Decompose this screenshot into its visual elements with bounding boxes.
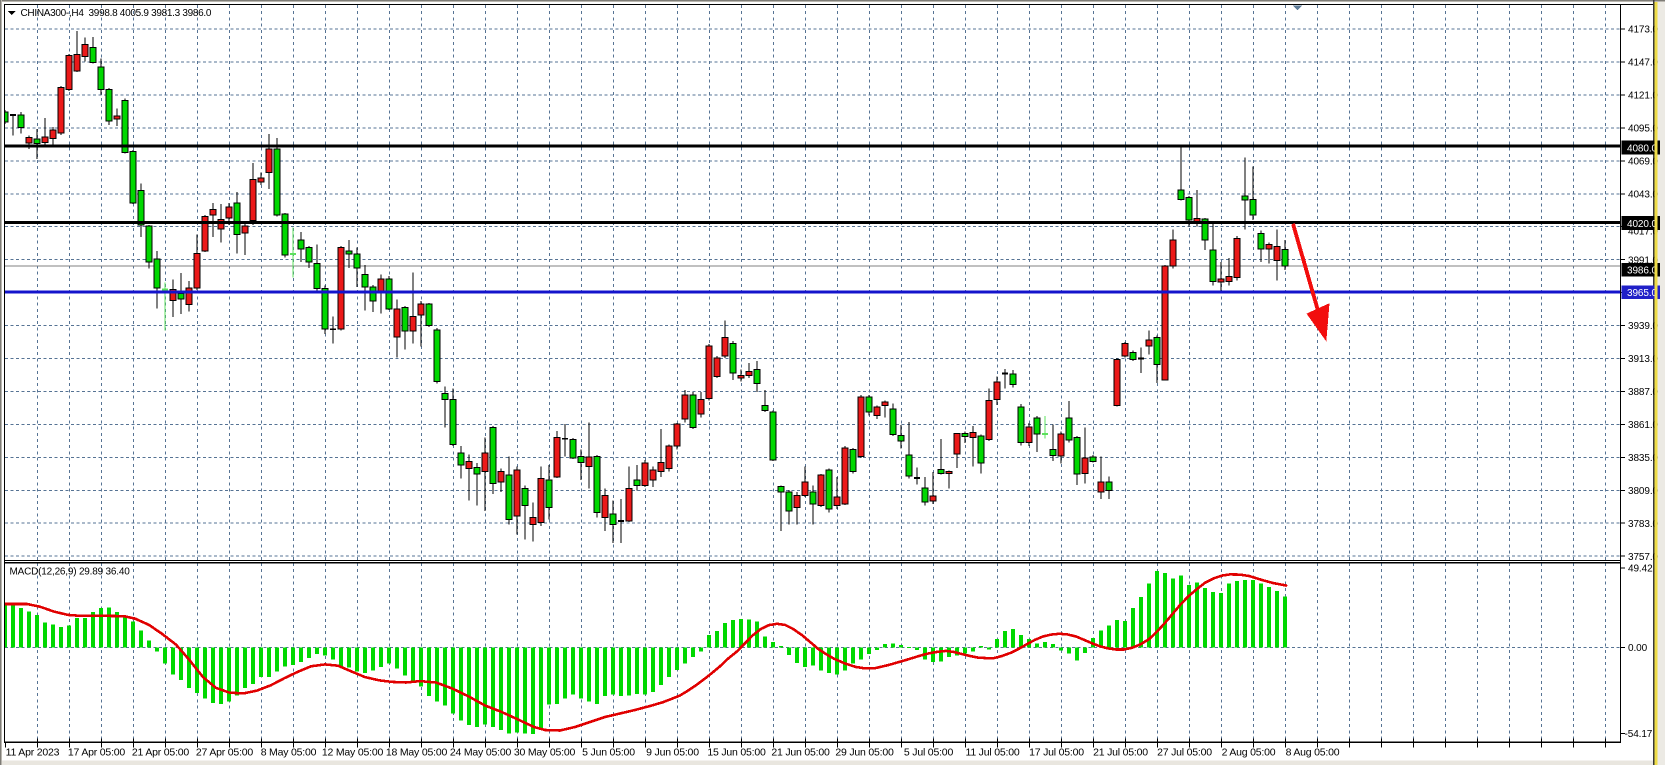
svg-text:4020.0: 4020.0 [1627,219,1658,230]
svg-text:4069.0: 4069.0 [1628,157,1659,168]
svg-text:3783.0: 3783.0 [1628,519,1659,530]
svg-text:24 May 05:00: 24 May 05:00 [450,746,512,758]
svg-text:29 Jun 05:00: 29 Jun 05:00 [835,746,894,758]
svg-text:5 Jun 05:00: 5 Jun 05:00 [582,746,635,758]
svg-text:CHINA300-,H4 3998.8 4005.9 39: CHINA300-,H4 3998.8 4005.9 3981.3 3986.0 [21,8,212,19]
svg-text:4017.0: 4017.0 [1628,226,1659,237]
svg-text:MACD(12,26,9) 29.89 36.40: MACD(12,26,9) 29.89 36.40 [10,567,131,578]
svg-text:0.00: 0.00 [1628,643,1648,654]
svg-text:9 Jun 05:00: 9 Jun 05:00 [646,746,699,758]
svg-text:3939.0: 3939.0 [1628,321,1659,332]
svg-text:5 Jul 05:00: 5 Jul 05:00 [904,746,954,758]
svg-text:3913.0: 3913.0 [1628,354,1659,365]
svg-text:3861.0: 3861.0 [1628,420,1659,431]
svg-text:-54.17: -54.17 [1625,729,1653,740]
svg-text:11 Jul 05:00: 11 Jul 05:00 [965,746,1019,758]
svg-text:12 May 05:00: 12 May 05:00 [322,746,384,758]
svg-text:27 Apr 05:00: 27 Apr 05:00 [196,746,254,758]
svg-text:17 Jul 05:00: 17 Jul 05:00 [1029,746,1084,758]
svg-text:8 May 05:00: 8 May 05:00 [261,746,317,758]
svg-text:21 Jul 05:00: 21 Jul 05:00 [1093,746,1148,758]
svg-text:2 Aug 05:00: 2 Aug 05:00 [1222,746,1276,758]
svg-text:4121.0: 4121.0 [1628,91,1659,102]
svg-text:3887.0: 3887.0 [1628,387,1659,398]
svg-text:21 Apr 05:00: 21 Apr 05:00 [132,746,190,758]
svg-text:4147.0: 4147.0 [1628,58,1659,69]
svg-text:3991.0: 3991.0 [1628,255,1659,266]
svg-text:4080.0: 4080.0 [1627,143,1658,154]
svg-text:30 May 05:00: 30 May 05:00 [514,746,576,758]
svg-text:15 Jun 05:00: 15 Jun 05:00 [707,746,766,758]
svg-text:4095.0: 4095.0 [1628,124,1659,135]
svg-text:3835.0: 3835.0 [1628,453,1659,464]
svg-text:3986.0: 3986.0 [1627,266,1658,277]
svg-text:18 May 05:00: 18 May 05:00 [386,746,448,758]
svg-text:3809.0: 3809.0 [1628,486,1659,497]
svg-text:3965.0: 3965.0 [1627,288,1658,299]
svg-text:3757.0: 3757.0 [1628,552,1659,563]
svg-text:4043.0: 4043.0 [1628,189,1659,200]
svg-text:49.42: 49.42 [1628,564,1653,575]
svg-text:4173.0: 4173.0 [1628,25,1659,36]
svg-text:27 Jul 05:00: 27 Jul 05:00 [1157,746,1212,758]
svg-text:17 Apr 05:00: 17 Apr 05:00 [68,746,126,758]
svg-text:11 Apr 2023: 11 Apr 2023 [6,746,60,758]
svg-text:21 Jun 05:00: 21 Jun 05:00 [771,746,830,758]
svg-text:8 Aug 05:00: 8 Aug 05:00 [1286,746,1340,758]
